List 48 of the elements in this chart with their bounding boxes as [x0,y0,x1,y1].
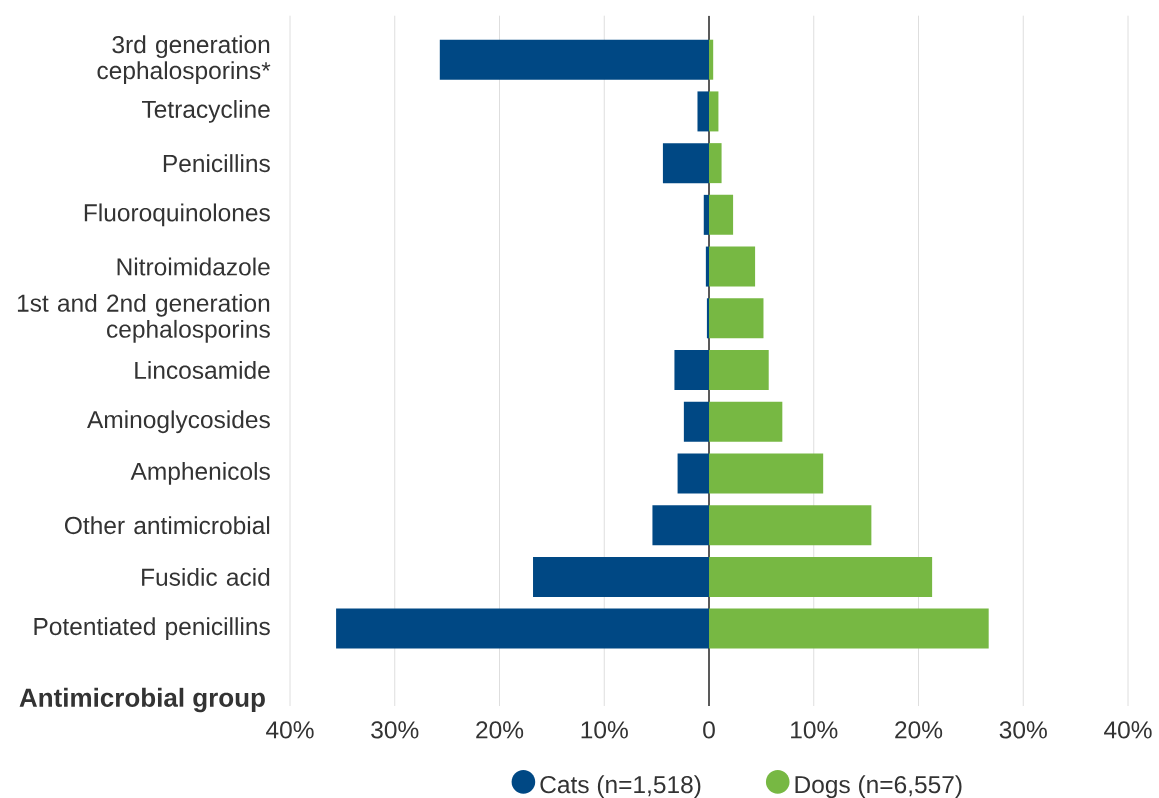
bar [709,505,872,546]
x-tick-label: 20% [476,721,524,739]
y-axis-title: Antimicrobial group [19,687,265,713]
y-tick-label: Penicillins [163,154,270,173]
bar [709,401,783,442]
x-tick-label: 30% [999,721,1047,739]
y-tick-label: Other antimicrobial [64,516,270,535]
y-tick-label: Potentiated penicillins [34,617,270,641]
y-tick-label: Tetracycline [141,100,270,123]
bar [709,453,824,494]
bar [697,91,709,132]
x-tick-label: 40% [1104,721,1152,739]
bar [674,350,709,391]
bar [533,556,709,597]
bar [705,246,709,287]
x-tick-label: 40% [266,721,314,739]
bar [683,401,709,442]
y-tick-label: Fluoroquinolones [84,203,270,227]
legend-label: Cats (n=1,518) [540,775,701,798]
x-tick-label: 10% [581,721,628,739]
bar [709,143,722,184]
bar [709,608,989,649]
bar [709,350,769,391]
bar [439,39,709,80]
bar [709,246,756,287]
bar [706,298,709,339]
y-tick-label: Fusidic acid [142,567,270,586]
bar [709,298,764,339]
y-tick-label: Lincosamide [135,361,270,379]
y-tick-label: Nitroimidazole [117,257,270,276]
bar [652,505,709,546]
bar [662,143,709,184]
bar [677,453,709,494]
bar [709,556,933,597]
bar [336,608,709,649]
legend-label: Dogs (n=6,557) [795,775,962,798]
bar [709,194,734,235]
y-tick-label: Aminoglycosides [87,410,270,434]
x-tick-label: 0 [703,721,715,739]
y-tick-label: 1st and 2nd generation cephalosporins [17,293,270,343]
y-tick-label: 3rd generation cephalosporins* [97,35,271,85]
x-tick-label: 10% [791,721,838,739]
bar [709,91,719,132]
y-tick-label: Amphenicols [130,462,270,485]
bar [703,194,709,235]
bar [709,39,714,80]
x-tick-label: 20% [895,721,943,739]
x-tick-label: 30% [371,721,419,739]
